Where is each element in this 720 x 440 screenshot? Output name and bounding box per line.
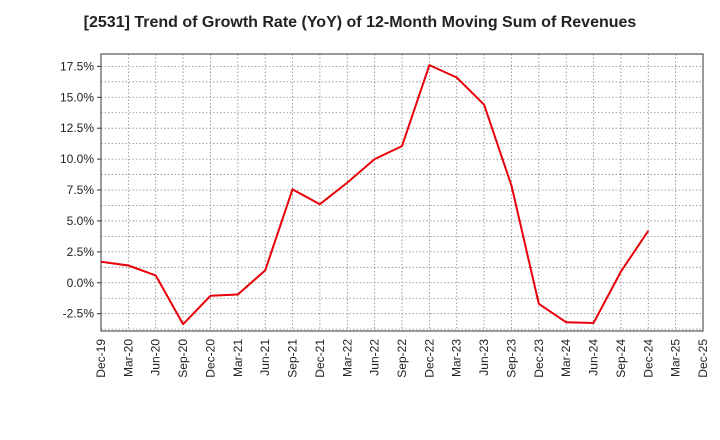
y-tick-label: 5.0% <box>67 214 95 228</box>
x-tick-label: Mar-21 <box>231 339 245 377</box>
x-tick-label: Mar-22 <box>340 339 354 377</box>
y-tick-label: 2.5% <box>67 245 95 259</box>
x-tick-label: Mar-25 <box>669 339 683 377</box>
x-tick-label: Jun-21 <box>258 339 272 376</box>
y-tick-label: 10.0% <box>60 152 94 166</box>
x-tick-label: Sep-22 <box>395 339 409 378</box>
x-tick-label: Dec-20 <box>203 339 217 378</box>
growth-rate-line <box>100 64 650 326</box>
x-tick-label: Jun-24 <box>587 339 601 376</box>
x-tick-label: Jun-20 <box>149 339 163 376</box>
y-tick-label: 7.5% <box>67 183 95 197</box>
x-tick-label: Mar-23 <box>450 339 464 377</box>
x-tick-label: Dec-23 <box>532 339 546 378</box>
x-tick-label: Dec-24 <box>641 339 655 378</box>
y-tick-label: 15.0% <box>60 90 94 104</box>
y-tick-label: 0.0% <box>67 276 95 290</box>
x-tick-label: Jun-22 <box>368 339 382 376</box>
x-tick-label: Dec-22 <box>422 339 436 378</box>
x-tick-label: Dec-21 <box>313 339 327 378</box>
x-tick-label: Sep-20 <box>176 339 190 378</box>
x-tick-label: Mar-24 <box>559 339 573 377</box>
x-tick-label: Sep-24 <box>614 339 628 378</box>
x-tick-label: Mar-20 <box>121 339 135 377</box>
x-tick-label: Sep-21 <box>286 339 300 378</box>
x-tick-label: Jun-23 <box>477 339 491 376</box>
y-tick-label: 12.5% <box>60 121 94 135</box>
chart-title: [2531] Trend of Growth Rate (YoY) of 12-… <box>83 14 637 31</box>
x-tick-label: Dec-25 <box>696 339 710 378</box>
x-tick-label: Sep-23 <box>504 339 518 378</box>
y-tick-label: 17.5% <box>60 59 94 73</box>
x-tick-label: Dec-19 <box>94 339 108 378</box>
plot-frame <box>100 53 704 332</box>
y-tick-label: -2.5% <box>63 307 95 321</box>
